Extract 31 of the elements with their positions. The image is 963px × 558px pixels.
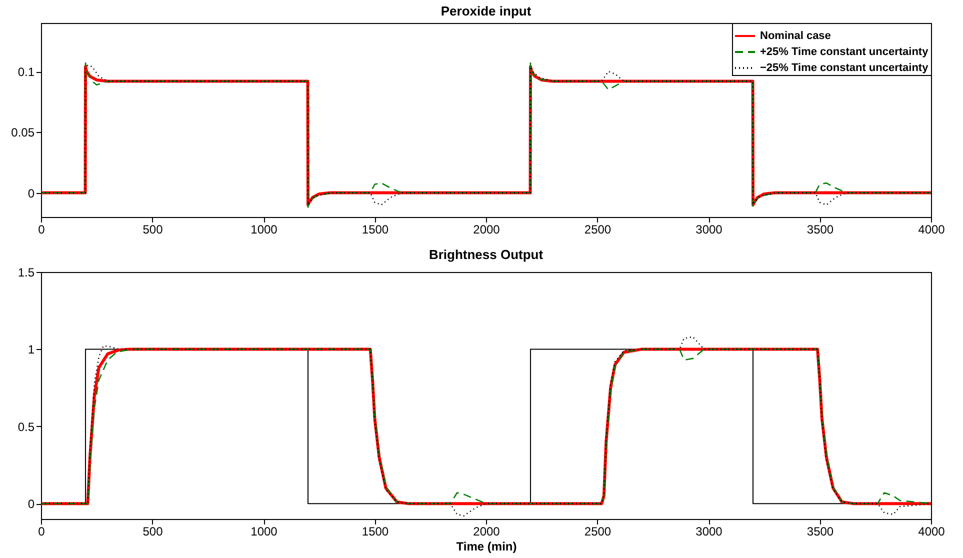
x-tick-label: 2500	[584, 524, 612, 538]
y-tick-label: 0	[28, 497, 35, 512]
x-tick-label: 1500	[362, 222, 389, 236]
y-tick-label: 0	[28, 186, 35, 200]
legend-label: +25% Time constant uncertainty	[760, 46, 930, 58]
x-tick-label: 0	[38, 222, 46, 236]
x-tick-label: 500	[142, 524, 164, 538]
chart-title: Peroxide input	[440, 4, 532, 18]
y-tick-label: 1.5	[18, 266, 35, 280]
x-tick-label: 500	[142, 222, 164, 236]
x-tick-label: 1000	[250, 222, 278, 236]
x-tick-label: 2000	[473, 524, 500, 538]
chart-title: Brightness Output	[428, 247, 544, 262]
x-tick-label: 3000	[696, 222, 723, 236]
x-tick-label: 3500	[806, 524, 834, 538]
x-tick-label: 4000	[918, 222, 946, 236]
x-tick-label: 3000	[696, 524, 723, 538]
y-tick-label: 0.1	[18, 65, 35, 79]
y-tick-label: 0.5	[18, 420, 35, 434]
x-tick-label: 2000	[473, 222, 500, 236]
legend-label: −25% Time constant uncertainty	[760, 62, 930, 74]
x-axis-title: Time (min)	[456, 540, 517, 554]
x-tick-label: 1000	[250, 524, 278, 538]
x-tick-label: 4000	[918, 524, 946, 538]
x-tick-label: 2500	[584, 222, 612, 236]
legend-label: Nominal case	[760, 30, 831, 42]
y-tick-label: 1	[28, 342, 35, 357]
x-tick-label: 0	[38, 524, 46, 538]
x-tick-label: 1500	[362, 524, 389, 538]
y-tick-label: 0.05	[11, 126, 35, 140]
x-tick-label: 3500	[806, 222, 834, 236]
